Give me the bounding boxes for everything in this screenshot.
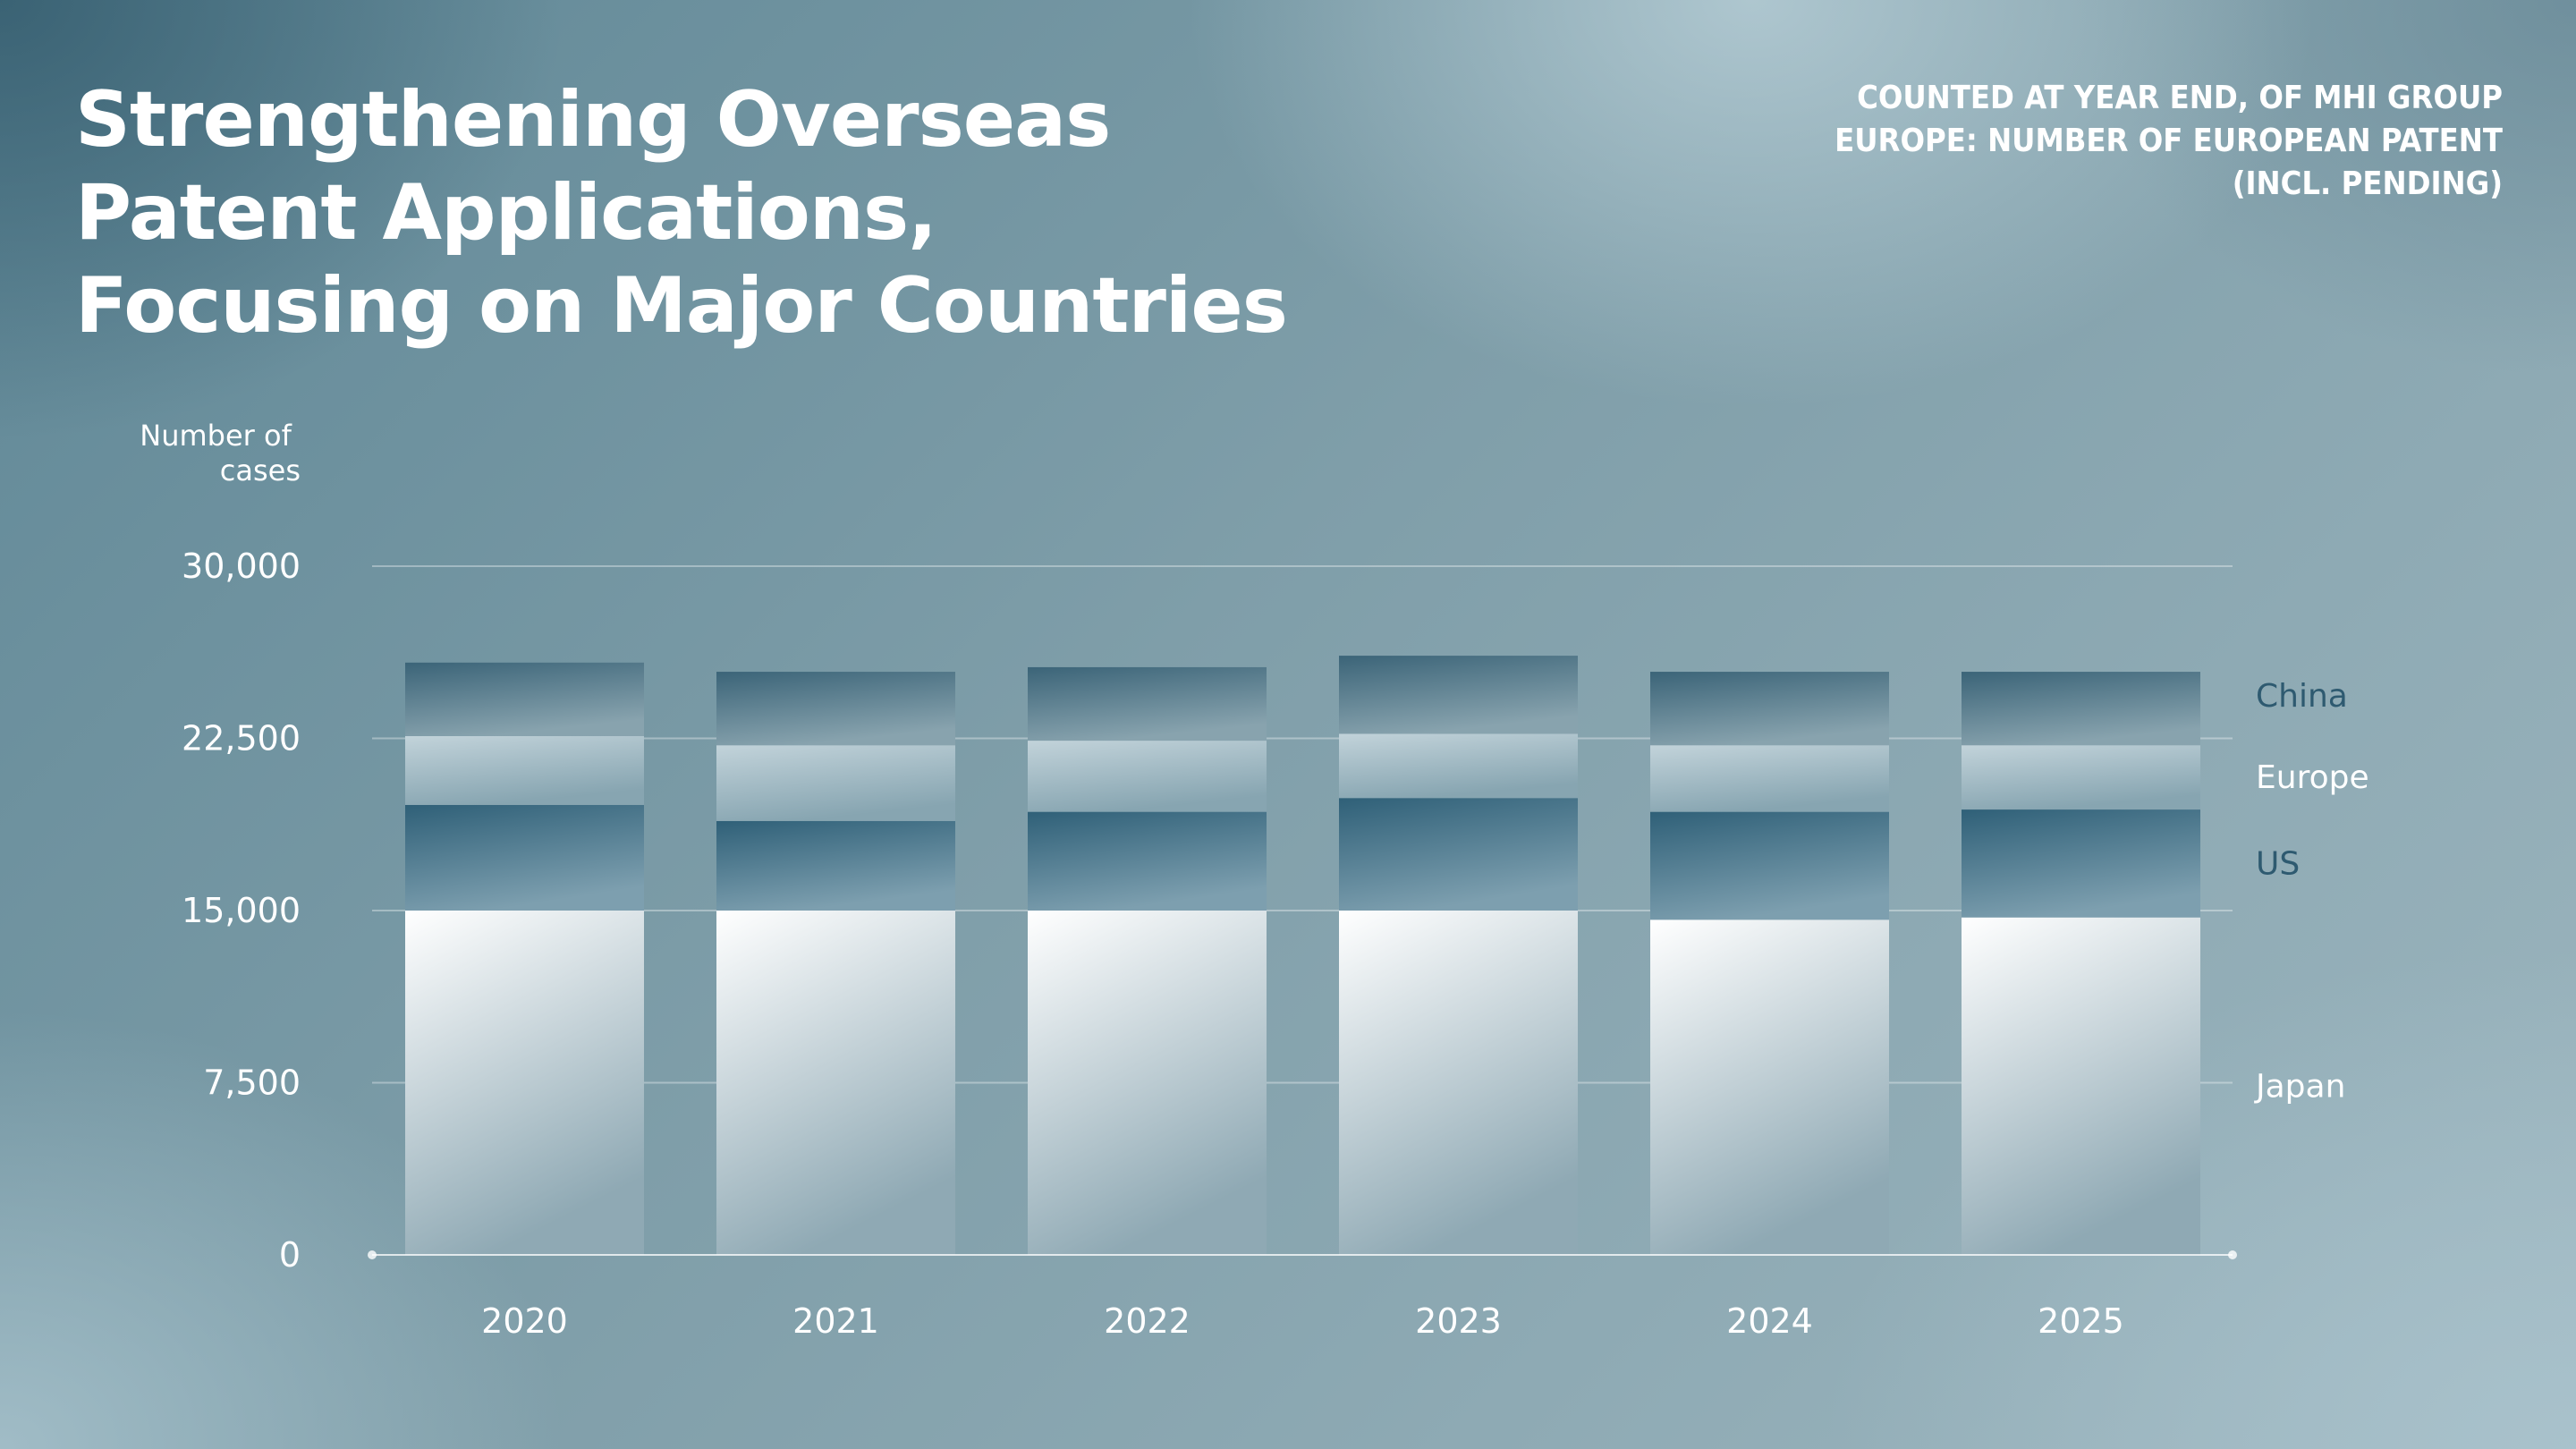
gridlines — [372, 565, 2233, 1084]
bar-us-2022 — [1028, 811, 1267, 911]
bar-us-2023 — [1339, 798, 1578, 911]
x-tick-label-2020: 2020 — [481, 1301, 568, 1341]
bar-japan-2021 — [716, 911, 955, 1255]
y-tick-label-30000: 30,000 — [182, 547, 301, 586]
bar-japan-2022 — [1028, 911, 1267, 1255]
y-tick-label-22500: 22,500 — [182, 719, 301, 758]
chart-title-line-1: Strengthening Overseas — [75, 75, 1111, 165]
bar-china-2024 — [1650, 672, 1889, 746]
bar-china-2021 — [716, 672, 955, 746]
x-tick-label-2021: 2021 — [792, 1301, 879, 1341]
bar-japan-2024 — [1650, 919, 1889, 1255]
bar-china-2020 — [405, 662, 644, 736]
x-axis-end-dot — [2228, 1250, 2237, 1259]
bar-europe-2020 — [405, 735, 644, 805]
legend-label-china: China — [2256, 678, 2348, 715]
bar-japan-2023 — [1339, 911, 1578, 1255]
bar-europe-2025 — [1962, 745, 2200, 810]
y-axis-label-line-1: Number of — [140, 419, 292, 453]
bar-japan-2025 — [1962, 917, 2200, 1255]
x-tick-label-2025: 2025 — [2038, 1301, 2124, 1341]
x-tick-labels: 2020 2021 2022 2023 2024 2025 — [481, 1301, 2124, 1341]
x-tick-label-2024: 2024 — [1726, 1301, 1813, 1341]
legend-label-japan: Japan — [2254, 1068, 2345, 1105]
chart-note-line-2: EUROPE: NUMBER OF EUROPEAN PATENT — [1835, 123, 2503, 159]
chart-title-line-2: Patent Applications, — [75, 168, 937, 258]
legend-label-us: US — [2256, 845, 2300, 882]
bar-europe-2021 — [716, 745, 955, 821]
y-tick-label-15000: 15,000 — [182, 891, 301, 930]
bars — [405, 656, 2200, 1255]
bar-europe-2024 — [1650, 745, 1889, 812]
y-axis-label-line-2: cases — [220, 453, 301, 487]
chart-note-line-1: COUNTED AT YEAR END, OF MHI GROUP — [1857, 80, 2503, 116]
x-axis — [368, 1250, 2237, 1259]
bar-japan-2020 — [405, 911, 644, 1255]
y-axis-label: Number of cases — [140, 419, 301, 487]
bar-us-2025 — [1962, 809, 2200, 918]
y-tick-label-0: 0 — [279, 1235, 301, 1275]
bar-us-2021 — [716, 820, 955, 911]
chart-note-line-3: (INCL. PENDING) — [2232, 165, 2503, 202]
chart-title: Strengthening Overseas Patent Applicatio… — [75, 73, 1288, 352]
legend-label-europe: Europe — [2256, 759, 2369, 796]
legend: Japan US Europe China — [2254, 678, 2369, 1105]
chart-note: COUNTED AT YEAR END, OF MHI GROUP EUROPE… — [1835, 77, 2503, 206]
bar-us-2024 — [1650, 811, 1889, 920]
bar-china-2023 — [1339, 656, 1578, 734]
bar-europe-2022 — [1028, 741, 1267, 812]
x-tick-label-2023: 2023 — [1415, 1301, 1502, 1341]
bar-us-2020 — [405, 804, 644, 911]
y-tick-label-7500: 7,500 — [203, 1063, 301, 1103]
x-axis-start-dot — [368, 1250, 377, 1259]
bar-china-2025 — [1962, 672, 2200, 746]
x-tick-label-2022: 2022 — [1104, 1301, 1191, 1341]
bar-china-2022 — [1028, 666, 1267, 741]
y-tick-labels: 0 7,500 15,000 22,500 30,000 — [182, 547, 301, 1275]
bar-europe-2023 — [1339, 733, 1578, 799]
chart-title-line-3: Focusing on Major Countries — [75, 261, 1288, 351]
